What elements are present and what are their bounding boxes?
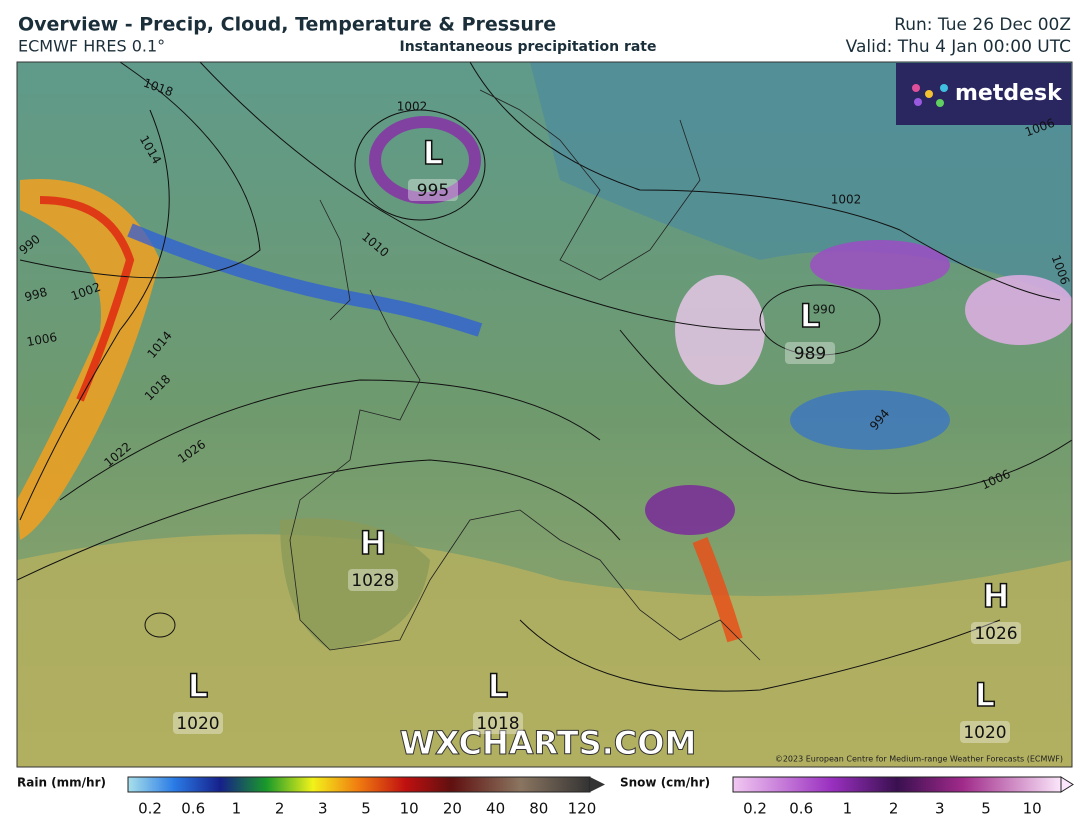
center-label-bg <box>348 569 398 591</box>
brand: metdesk <box>955 81 1063 106</box>
brand-logo <box>912 84 948 107</box>
legend-tick-label: 5 <box>981 800 991 818</box>
iberia <box>280 518 430 650</box>
legend-tick-label: 40 <box>486 800 505 818</box>
map-frame <box>16 61 1073 768</box>
rain-colorbar <box>127 776 591 793</box>
legend-tick-label: 5 <box>361 800 371 818</box>
legend-tick-label: 1 <box>843 800 853 818</box>
valid: Valid: Thu 4 Jan 00:00 UTC <box>846 37 1071 57</box>
center-letter: L <box>188 667 208 705</box>
snow-balkans <box>645 485 735 535</box>
model: ECMWF HRES 0.1° <box>18 37 165 56</box>
snow-ring <box>369 116 481 204</box>
snow-colorbar <box>732 776 1062 793</box>
center-letter: L <box>423 134 443 172</box>
legend-tick-label: 0.6 <box>181 800 205 818</box>
isobar-label: 1002 <box>397 100 428 114</box>
watermark: WXCHARTS.COM <box>400 724 697 762</box>
subtitle: Instantaneous precipitation rate <box>400 39 657 55</box>
isobar-label: 1002 <box>831 193 862 207</box>
center-label-bg <box>971 622 1021 644</box>
rain-arrow <box>590 777 605 792</box>
title: Overview - Precip, Cloud, Temperature & … <box>18 14 556 36</box>
center-label-bg <box>473 712 523 734</box>
legend-tick-label: 20 <box>443 800 462 818</box>
legend-tick-label: 2 <box>889 800 899 818</box>
center-letter: H <box>360 524 387 562</box>
map <box>17 62 1072 767</box>
snow-poland <box>675 275 765 385</box>
legend-tick-label: 0.6 <box>789 800 813 818</box>
center-label-bg <box>960 721 1010 743</box>
center-label-bg <box>408 179 458 201</box>
isobar-label: 998 <box>23 285 49 304</box>
legend-tick-label: 10 <box>1023 800 1042 818</box>
legend-title: Rain (mm/hr) <box>17 776 106 790</box>
rain-front <box>127 223 483 337</box>
isobar-label: 990 <box>813 303 836 317</box>
coastlines <box>289 89 761 661</box>
center-pressure: 1020 <box>176 714 219 734</box>
isobar-label: 1006 <box>26 330 59 349</box>
center-pressure: 995 <box>417 181 449 201</box>
center-label-bg <box>173 712 223 734</box>
legend-tick-label: 3 <box>318 800 328 818</box>
center-pressure: 1018 <box>476 714 519 734</box>
legend-tick-label: 0.2 <box>138 800 162 818</box>
center-pressure: 1026 <box>974 624 1017 644</box>
center-label-bg <box>785 342 835 364</box>
legend-tick-label: 0.2 <box>743 800 767 818</box>
center-pressure: 1028 <box>351 571 394 591</box>
isobars <box>17 62 1072 692</box>
run: Run: Tue 26 Dec 00Z <box>894 15 1071 35</box>
center-pressure: 989 <box>794 344 826 364</box>
center-letter: H <box>983 577 1010 615</box>
center-letter: L <box>488 667 508 705</box>
legend-tick-label: 3 <box>935 800 945 818</box>
legend-tick-label: 80 <box>529 800 548 818</box>
snow-far-east <box>965 275 1072 345</box>
legend-title: Snow (cm/hr) <box>620 776 710 790</box>
copyright: ©2023 European Centre for Medium-range W… <box>775 755 1063 764</box>
legend-tick-label: 120 <box>568 800 597 818</box>
land-south <box>17 534 1072 767</box>
legend-tick-label: 1 <box>232 800 242 818</box>
snow-east <box>810 240 950 290</box>
legend-tick-label: 10 <box>400 800 419 818</box>
center-letter: L <box>800 297 820 335</box>
center-letter: L <box>975 676 995 714</box>
rain-ukraine <box>790 390 950 450</box>
rain-adriatic <box>692 537 743 643</box>
snow-arrow <box>1060 776 1074 793</box>
rain-core <box>39 196 135 402</box>
legend-tick-label: 2 <box>275 800 285 818</box>
center-pressure: 1020 <box>963 723 1006 743</box>
